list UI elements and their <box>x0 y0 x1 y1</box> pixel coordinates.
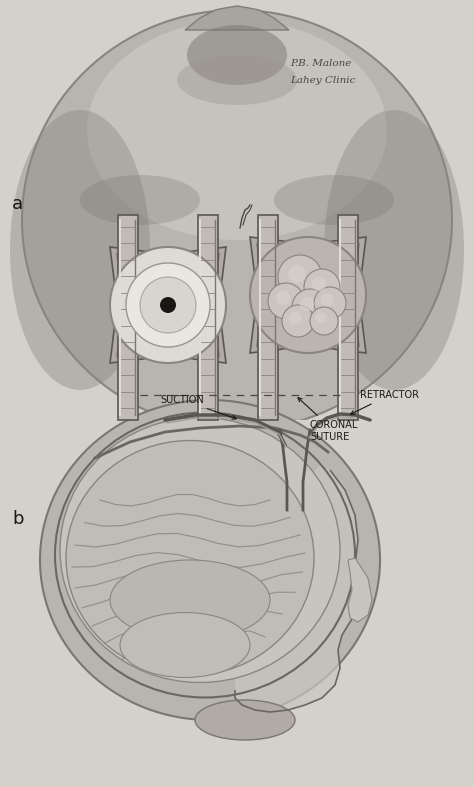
Ellipse shape <box>80 175 200 225</box>
Circle shape <box>320 294 333 306</box>
Polygon shape <box>110 247 226 363</box>
Circle shape <box>278 255 322 299</box>
Text: SUCTION: SUCTION <box>160 395 236 419</box>
Circle shape <box>276 291 290 305</box>
Text: a: a <box>12 195 23 213</box>
Ellipse shape <box>195 700 295 740</box>
Circle shape <box>315 312 327 323</box>
Circle shape <box>292 289 328 325</box>
Circle shape <box>314 287 346 319</box>
Circle shape <box>140 277 196 333</box>
Circle shape <box>300 297 314 311</box>
Bar <box>258 215 278 420</box>
Polygon shape <box>185 6 289 30</box>
Text: P.B. Malone: P.B. Malone <box>290 59 351 68</box>
Text: b: b <box>12 510 24 528</box>
Circle shape <box>110 247 226 363</box>
Ellipse shape <box>22 10 452 430</box>
Circle shape <box>310 307 338 335</box>
Circle shape <box>160 297 176 313</box>
Circle shape <box>268 283 304 319</box>
Polygon shape <box>250 237 366 353</box>
Bar <box>198 215 218 420</box>
Ellipse shape <box>324 110 464 390</box>
Circle shape <box>289 312 301 324</box>
Ellipse shape <box>60 417 340 682</box>
Ellipse shape <box>187 25 287 85</box>
Bar <box>0 420 474 787</box>
Text: CORONAL
SUTURE: CORONAL SUTURE <box>298 397 358 442</box>
Ellipse shape <box>87 20 387 240</box>
Polygon shape <box>348 558 372 622</box>
Circle shape <box>304 269 340 305</box>
Bar <box>118 215 138 420</box>
Ellipse shape <box>66 441 314 675</box>
Polygon shape <box>257 244 359 346</box>
Text: RETRACTOR: RETRACTOR <box>351 390 419 414</box>
Bar <box>338 215 358 420</box>
Ellipse shape <box>10 110 150 390</box>
Circle shape <box>126 263 210 347</box>
Circle shape <box>250 237 366 353</box>
Ellipse shape <box>40 400 380 720</box>
Ellipse shape <box>110 560 270 640</box>
Circle shape <box>288 265 306 283</box>
Polygon shape <box>117 254 219 356</box>
Text: Lahey Clinic: Lahey Clinic <box>290 76 356 85</box>
Ellipse shape <box>274 175 394 225</box>
Polygon shape <box>235 465 365 712</box>
Circle shape <box>282 305 314 337</box>
Ellipse shape <box>177 55 297 105</box>
Circle shape <box>312 277 326 291</box>
Ellipse shape <box>120 612 250 678</box>
